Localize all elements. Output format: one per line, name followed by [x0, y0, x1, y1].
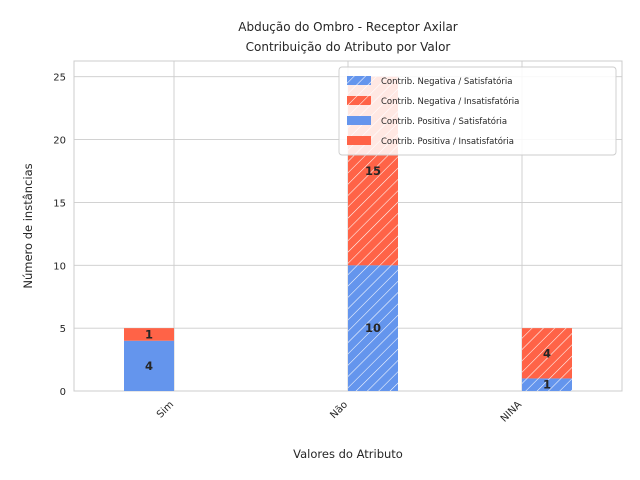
x-tick-label: NINA — [499, 399, 524, 424]
legend: Contrib. Negativa / Satisfatória Contrib.… — [338, 66, 617, 156]
y-tick-label: 15 — [53, 198, 66, 209]
y-tick-label: 5 — [60, 324, 66, 335]
legend-swatch-hatch — [347, 76, 371, 85]
legend-swatch — [347, 116, 371, 125]
legend-swatch — [347, 136, 371, 145]
x-tick-label: Sim — [155, 399, 176, 420]
data-label: 4 — [543, 346, 551, 360]
bar-hatch — [348, 265, 398, 391]
data-label: 1 — [145, 327, 153, 341]
data-label: 15 — [365, 164, 381, 178]
y-tick-label: 0 — [60, 387, 66, 398]
legend-label: Contrib. Positiva / Satisfatória — [381, 116, 507, 127]
x-tick-label: Não — [328, 399, 350, 421]
data-label: 10 — [365, 321, 381, 335]
legend-label: Contrib. Negativa / Insatisfatória — [381, 96, 519, 107]
bar-hatch — [522, 378, 572, 391]
data-label: 4 — [145, 359, 153, 373]
legend-swatch-hatch — [347, 96, 371, 105]
y-axis-label: Número de instâncias — [21, 163, 35, 288]
bar-segment — [124, 328, 174, 341]
bar-segment — [124, 340, 174, 391]
chart-title: Abdução do Ombro - Receptor Axilar — [238, 20, 458, 34]
chart-subtitle: Contribuição do Atributo por Valor — [246, 40, 451, 54]
data-label: 1 — [543, 378, 551, 392]
legend-label: Contrib. Positiva / Insatisfatória — [381, 136, 514, 147]
x-axis-label: Valores do Atributo — [293, 447, 403, 461]
y-tick-label: 25 — [53, 73, 66, 84]
legend-label: Contrib. Negativa / Satisfatória — [381, 76, 512, 87]
bar-hatch — [522, 328, 572, 379]
y-tick-label: 10 — [53, 261, 66, 272]
legend-frame — [338, 66, 617, 156]
y-tick-label: 20 — [53, 136, 66, 147]
